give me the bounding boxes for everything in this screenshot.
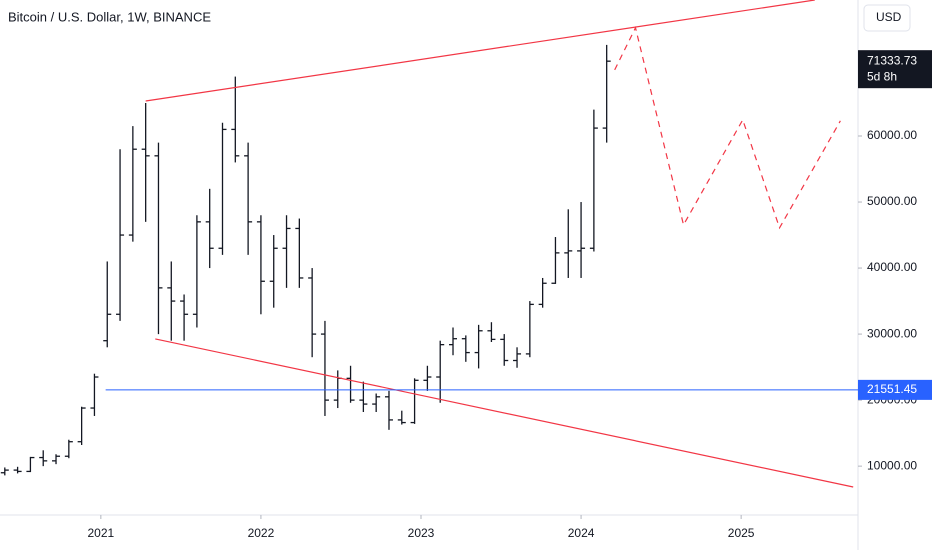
last-price-label: 71333.73 xyxy=(867,53,917,67)
x-tick-label: 2021 xyxy=(87,526,114,540)
horizontal-line-label: 21551.45 xyxy=(867,382,917,396)
y-tick-label: 60000.00 xyxy=(867,128,917,142)
chart-title: Bitcoin / U.S. Dollar, 1W, BINANCE xyxy=(8,9,211,24)
last-price-bg xyxy=(858,50,932,89)
x-tick-label: 2023 xyxy=(408,526,435,540)
x-tick-label: 2025 xyxy=(728,526,755,540)
trendline xyxy=(155,338,854,488)
y-tick-label: 10000.00 xyxy=(867,458,917,472)
x-tick-label: 2024 xyxy=(568,526,595,540)
countdown-label: 5d 8h xyxy=(867,69,897,83)
trendline xyxy=(145,0,815,102)
y-tick-label: 30000.00 xyxy=(867,326,917,340)
horizontal-line-label-bg xyxy=(858,379,932,400)
trendline xyxy=(614,26,841,230)
x-tick-label: 2022 xyxy=(248,526,275,540)
y-tick-label: 50000.00 xyxy=(867,194,917,208)
currency-button[interactable] xyxy=(863,4,911,32)
y-tick-label: 40000.00 xyxy=(867,260,917,274)
currency-label[interactable]: USD xyxy=(876,10,902,24)
